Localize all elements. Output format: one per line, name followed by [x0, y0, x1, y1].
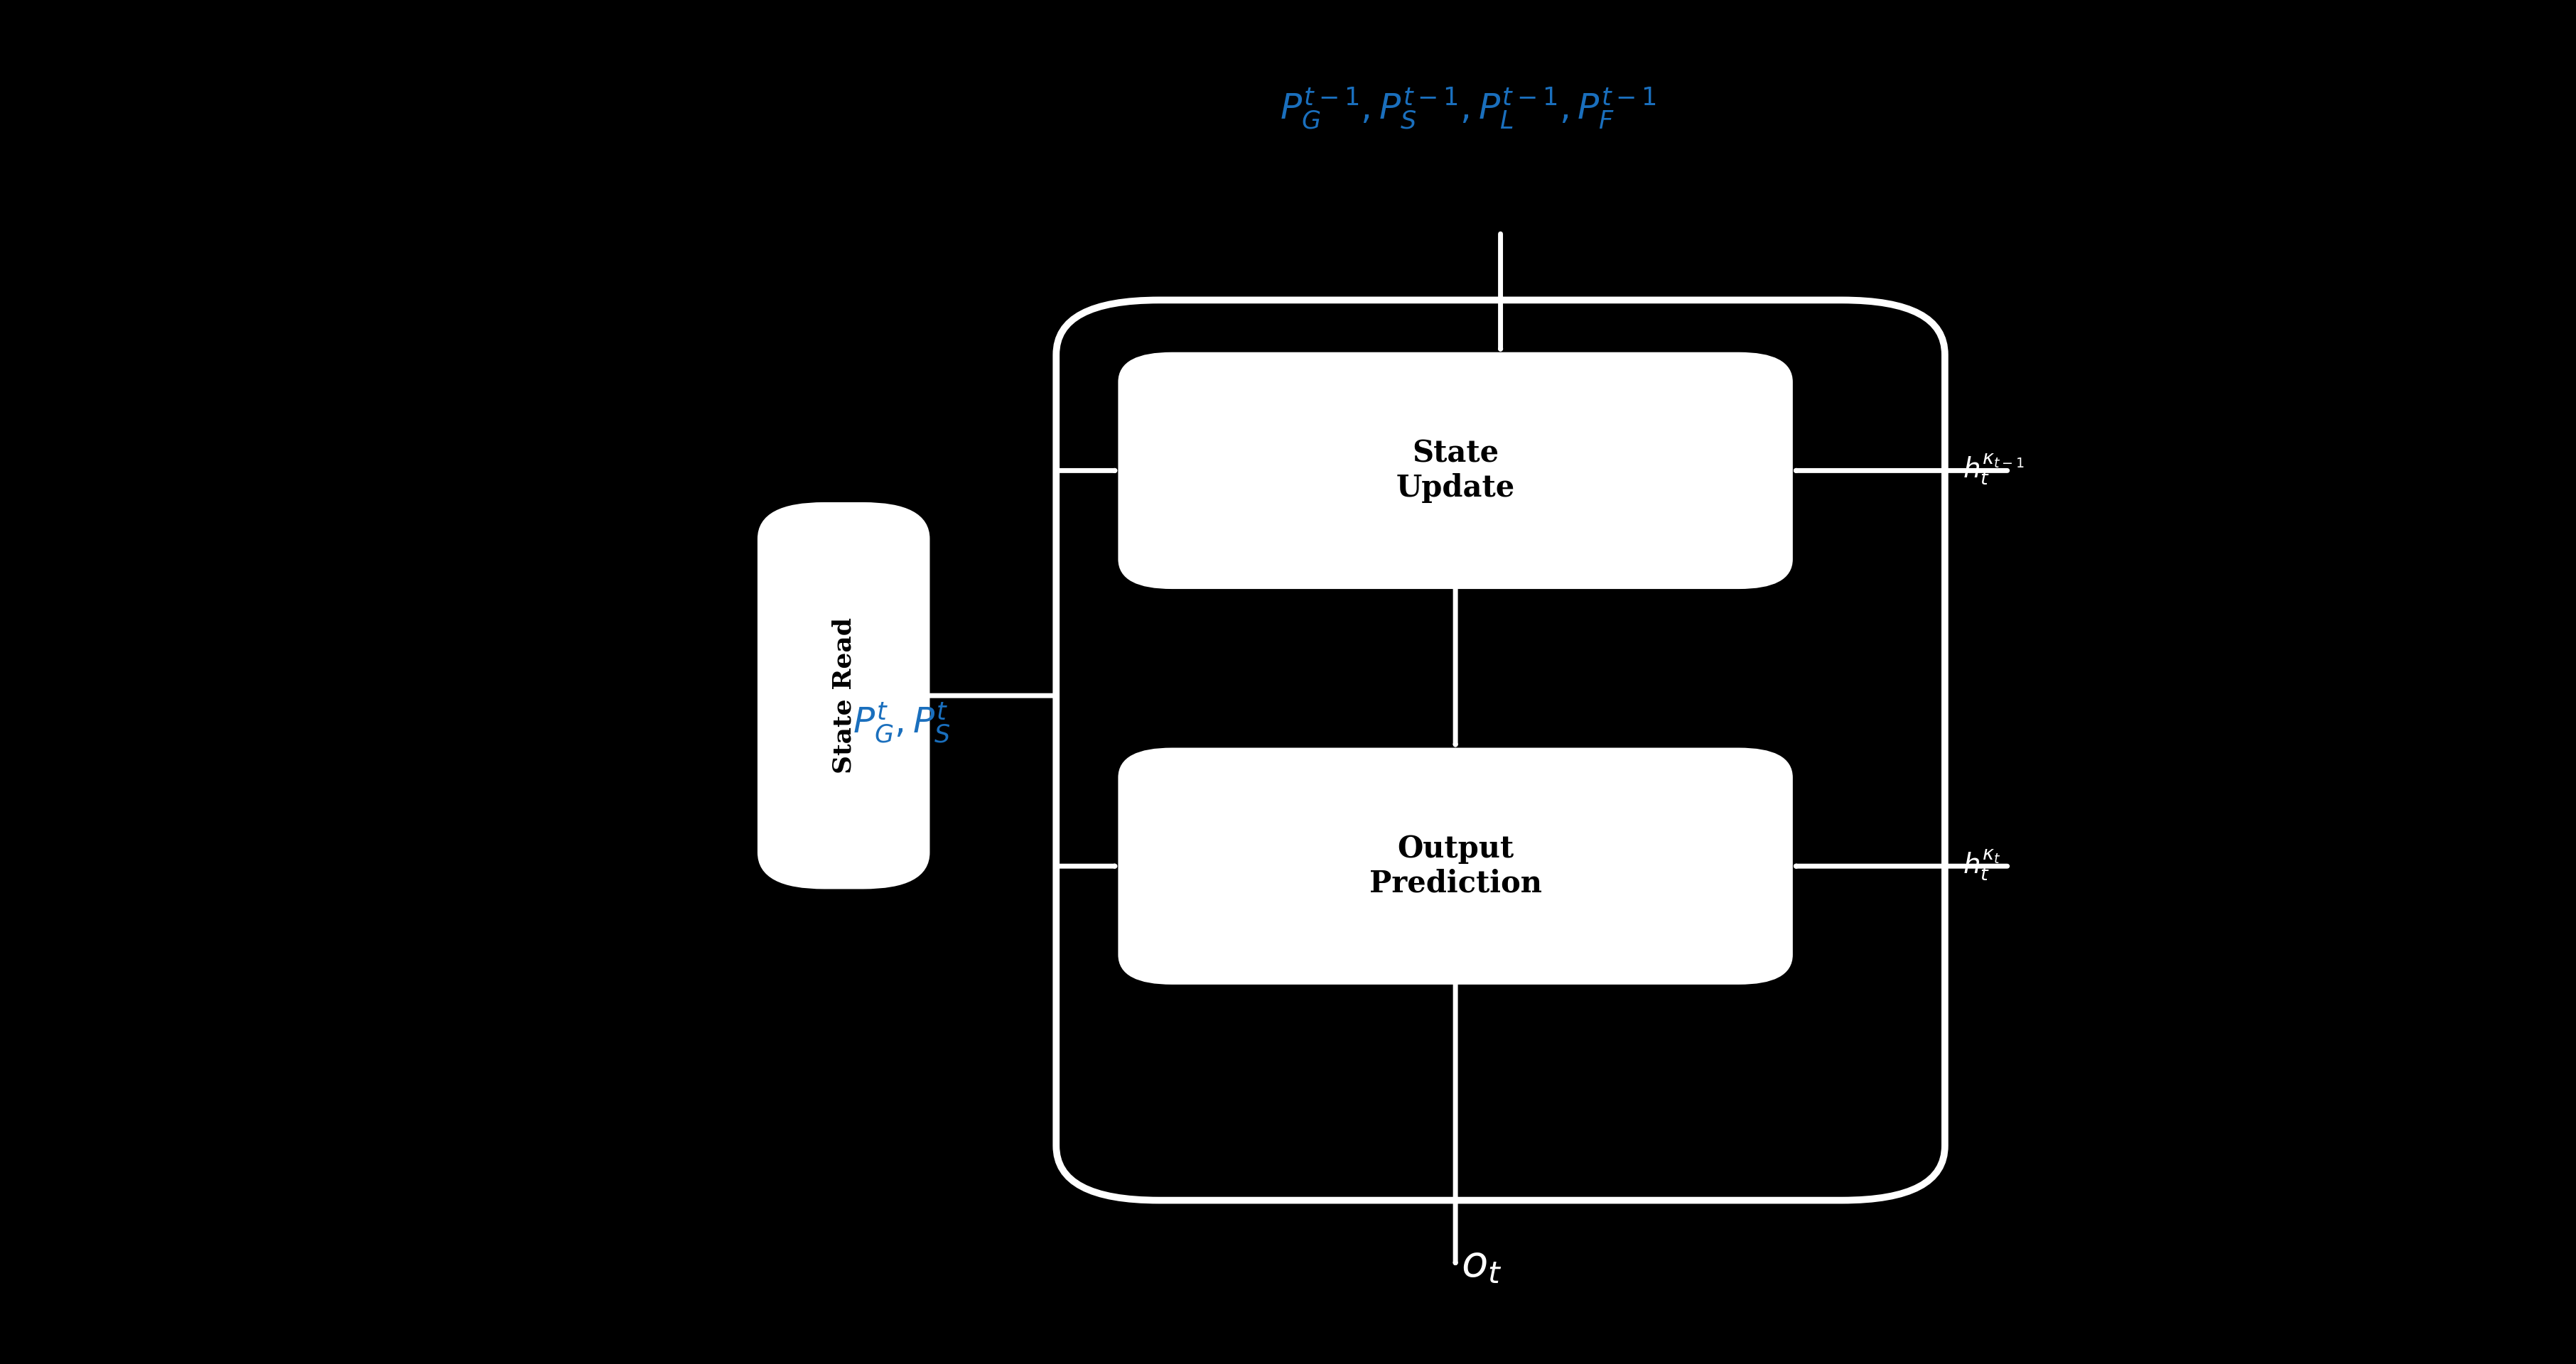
FancyBboxPatch shape: [1121, 355, 1790, 587]
FancyBboxPatch shape: [760, 505, 927, 887]
Text: $\boldsymbol{h_t^{\kappa_t}}$: $\boldsymbol{h_t^{\kappa_t}}$: [1963, 848, 2002, 884]
Text: $\boldsymbol{P_G^{t-1}, P_S^{t-1}, P_L^{t-1}, P_F^{t-1}}$: $\boldsymbol{P_G^{t-1}, P_S^{t-1}, P_L^{…: [1280, 86, 1656, 132]
Text: State Read: State Read: [832, 618, 855, 773]
Text: Output
Prediction: Output Prediction: [1368, 833, 1543, 899]
Text: $\boldsymbol{P_G^t, P_S^t}$: $\boldsymbol{P_G^t, P_S^t}$: [853, 701, 951, 745]
Text: $\boldsymbol{h_t^{\kappa_{t-1}}}$: $\boldsymbol{h_t^{\kappa_{t-1}}}$: [1963, 453, 2025, 488]
FancyBboxPatch shape: [1121, 750, 1790, 982]
Text: State
Update: State Update: [1396, 438, 1515, 503]
Text: $\boldsymbol{o_t}$: $\boldsymbol{o_t}$: [1461, 1243, 1502, 1286]
